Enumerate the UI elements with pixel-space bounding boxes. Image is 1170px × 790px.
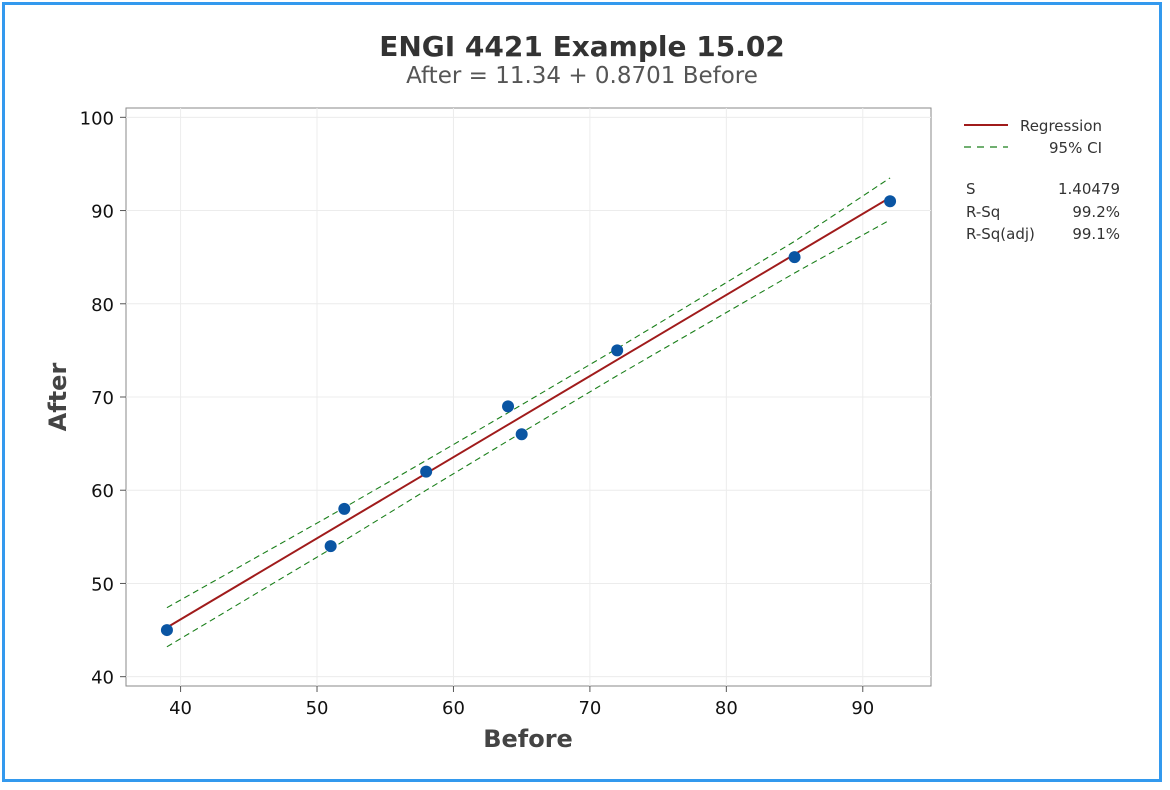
x-tick-label: 50 [306, 698, 329, 719]
y-tick-label: 100 [80, 108, 114, 129]
x-tick-label: 90 [851, 698, 874, 719]
x-axis-label: Before [483, 725, 573, 753]
y-tick-label: 70 [91, 388, 114, 409]
stat-rsq-adj-value: 99.1% [1072, 225, 1120, 243]
y-tick-label: 80 [91, 295, 114, 316]
ci-upper-line [166, 177, 891, 609]
legend-regression-label: Regression [1020, 117, 1102, 135]
y-axis-label: After [44, 363, 72, 432]
data-point [884, 195, 897, 208]
y-tick-label: 60 [91, 481, 114, 502]
data-points [160, 195, 897, 637]
legend-ci-label: 95% CI [1049, 139, 1102, 157]
data-point [611, 344, 624, 357]
x-tick-label: 60 [442, 698, 465, 719]
chart-subtitle: After = 11.34 + 0.8701 Before [406, 63, 758, 89]
y-tick-label: 40 [91, 668, 114, 689]
stat-s-label: S [966, 180, 976, 198]
x-tick-label: 70 [578, 698, 601, 719]
data-point [788, 251, 801, 264]
stat-rsq-label: R-Sq [966, 203, 1000, 221]
regression-line [166, 196, 891, 629]
grid-lines [126, 108, 931, 686]
x-tick-label: 40 [169, 698, 192, 719]
x-axis-ticks: 40 50 60 70 80 90 [169, 686, 874, 719]
legend: Regression 95% CI [964, 117, 1102, 157]
data-point [160, 624, 173, 637]
chart-title: ENGI 4421 Example 15.02 [379, 30, 785, 63]
regression-line-group [166, 196, 891, 629]
stats-table: S 1.40479 R-Sq 99.2% R-Sq(adj) 99.1% [966, 180, 1120, 243]
data-point [324, 540, 337, 553]
data-point [502, 400, 515, 413]
data-point [515, 428, 528, 441]
stat-rsq-adj-label: R-Sq(adj) [966, 225, 1035, 243]
data-point [338, 502, 351, 515]
y-tick-label: 90 [91, 202, 114, 223]
stat-rsq-value: 99.2% [1072, 203, 1120, 221]
y-axis-ticks: 40 50 60 70 80 90 100 [80, 108, 126, 689]
x-tick-label: 80 [715, 698, 738, 719]
data-point [420, 465, 433, 478]
y-tick-label: 50 [91, 574, 114, 595]
stat-s-value: 1.40479 [1058, 180, 1120, 198]
